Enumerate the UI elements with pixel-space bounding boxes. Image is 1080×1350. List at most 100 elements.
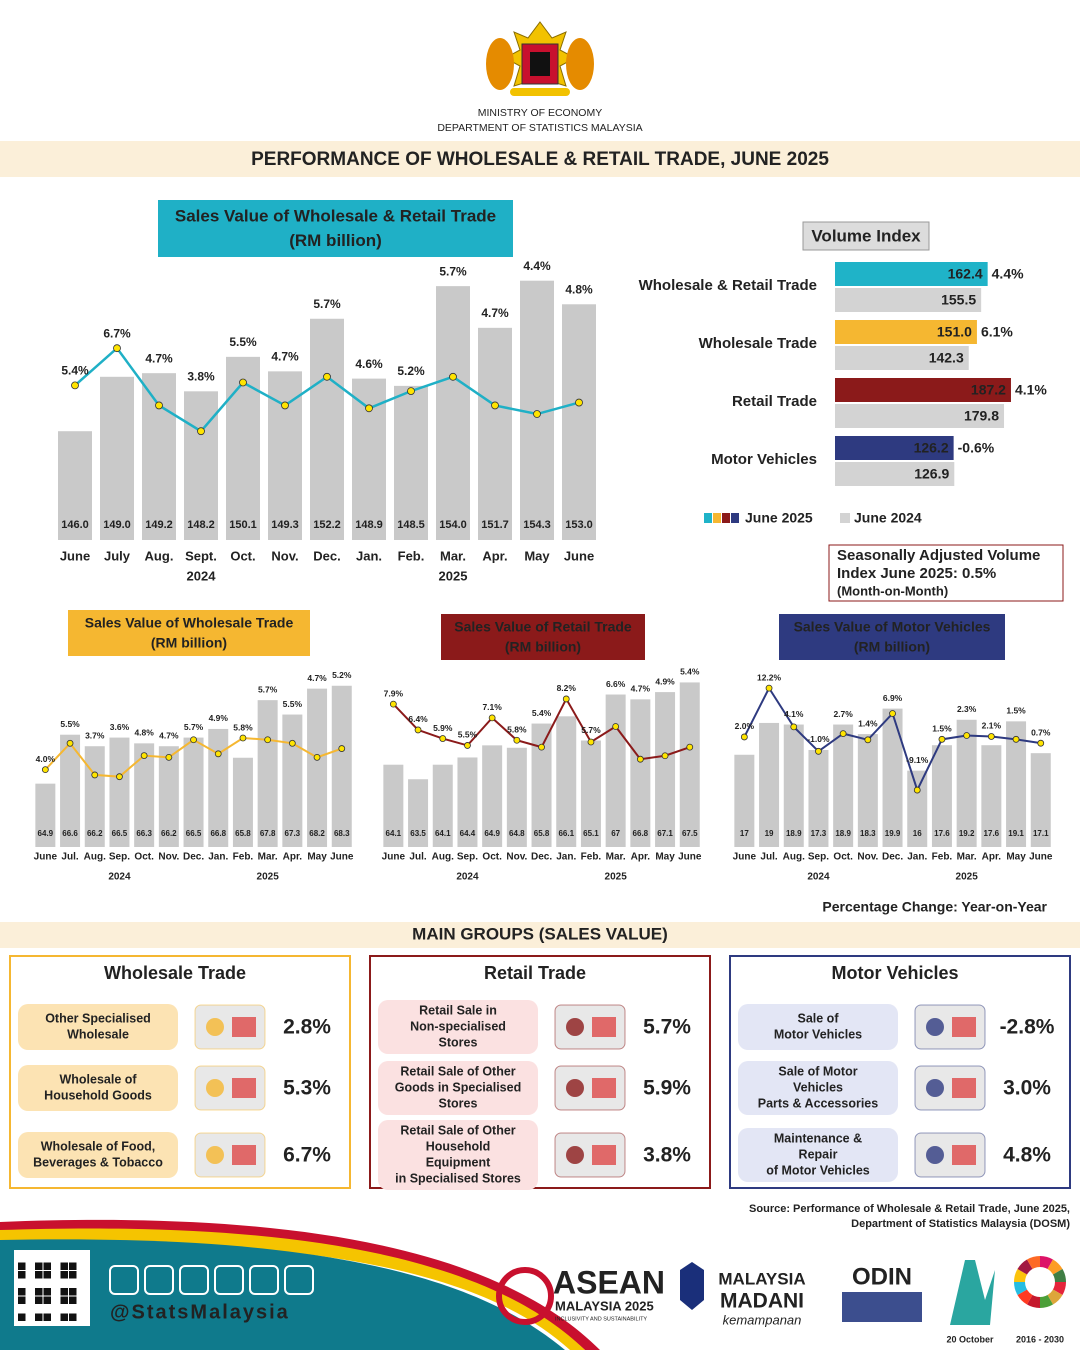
bar-value-label: 64.4 [460,829,476,838]
yoy-point [740,733,748,741]
yoy-point [190,736,197,744]
yoy-point [71,381,79,390]
yoy-label: 6.7% [103,326,131,340]
qr-cell [35,1288,43,1296]
qr-cell [69,1296,77,1304]
item-label: Sale of Motor [778,1064,857,1078]
x-tick-label: Nov. [857,852,878,863]
bar [232,757,253,847]
bar-value-label: 179.8 [964,408,999,424]
qr-cell [43,1288,51,1296]
bar-value-label: 19 [765,829,774,838]
chart-title: Volume Index [811,226,921,245]
yoy-label: 7.9% [384,688,404,698]
item-icon-dot [206,1079,224,1097]
x-tick-label: June [382,852,406,863]
yoy-label: 4.7% [307,673,327,683]
yoy-point [239,378,247,387]
social-icon [284,1265,314,1295]
yoy-label: -1.0% [807,734,830,744]
yoy-point [1037,739,1045,747]
yoy-label: 4.7% [271,350,299,364]
legend-label: June 2024 [854,510,922,526]
bar-value-label: 67 [611,829,620,838]
yoy-label: 2.0% [735,721,755,731]
bar [1030,753,1051,847]
chart-title: Sales Value of Wholesale & Retail Trade [175,207,496,226]
legend-swatch [731,513,739,523]
x-tick-label: June [564,548,594,563]
yoy-label: 1.4% [858,718,878,728]
bar [310,318,344,540]
yoy-label: 5.8% [233,722,253,732]
bar-value-label: 148.2 [187,519,215,531]
x-tick-label: May [307,852,327,863]
yoy-point [116,773,123,781]
yoy-point [587,738,595,746]
yoy-label: 6.9% [883,693,903,703]
item-icon-bar [232,1017,256,1037]
bar [605,694,626,847]
item-label: Retail Sale of Other [400,1123,515,1137]
chart-subtitle: (RM billion) [505,638,581,654]
yoy-label: 6.4% [408,714,428,724]
chart-title-box [158,200,513,257]
asean-text: ASEAN [553,1264,665,1300]
yoy-point [815,747,822,755]
x-tick-label: Dec. [183,852,204,863]
bar-value-label: 16 [913,829,922,838]
bar [835,346,969,370]
yoy-label: 0.7% [1031,727,1051,737]
bar [58,431,92,540]
handle: @StatsMalaysia [110,1301,290,1323]
bar [835,320,977,344]
bar-value-label: 64.1 [386,829,402,838]
bar-value-label: 126.9 [914,466,949,482]
x-tick-label: Dec. [882,852,903,863]
bar-value-label: 67.5 [682,829,698,838]
year-label: 2024 [456,872,479,883]
yoy-point [338,745,346,752]
bar-value-label: 19.9 [885,829,901,838]
change-label: -0.6% [958,440,995,456]
x-tick-label: Jul. [409,852,426,863]
item-icon [194,1004,266,1050]
qr-cell [35,1262,43,1270]
legend-swatch [704,513,712,523]
bar [60,734,81,847]
yoy-label: 5.5% [229,335,257,349]
sdg-years: 2016 - 2030 [1016,1334,1064,1344]
yoy-label: 7.1% [482,702,502,712]
yoy-point [281,401,289,410]
qr-cell [35,1296,43,1304]
x-tick-label: Sept. [185,548,217,563]
item-label: Household [426,1139,491,1153]
item-value: 4.8% [1003,1144,1051,1167]
bar-value-label: 154.0 [439,519,467,531]
chart-subtitle: (RM billion) [151,634,227,650]
item-value: 5.9% [643,1077,691,1100]
yoy-label: 1.5% [932,724,952,734]
bar [835,378,1011,402]
item-label: Household Goods [44,1088,152,1102]
qr-cell [60,1271,68,1279]
yoy-point [661,752,669,760]
yoy-point [407,387,415,396]
social-icon [179,1265,209,1295]
bar [835,404,1005,428]
yoy-point [288,739,296,747]
bar [655,692,676,847]
item-pill [378,1061,538,1115]
qr-cell [18,1313,26,1321]
footer-band [0,1239,565,1350]
bar [436,286,470,540]
x-tick-label: Feb. [398,548,425,563]
bar [531,723,552,847]
yoy-label: 2.7% [833,709,853,719]
bar-value-label: 155.5 [941,292,976,308]
bar [208,728,229,847]
item-pill [378,1000,538,1054]
x-tick-label: Aug. [145,548,174,563]
item-icon-dot [566,1079,584,1097]
item-label: Retail Sale in [419,1003,497,1017]
